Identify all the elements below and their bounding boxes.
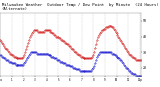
Text: Milwaukee Weather  Outdoor Temp / Dew Point  by Minute  (24 Hours) (Alternate): Milwaukee Weather Outdoor Temp / Dew Poi… bbox=[2, 3, 158, 11]
